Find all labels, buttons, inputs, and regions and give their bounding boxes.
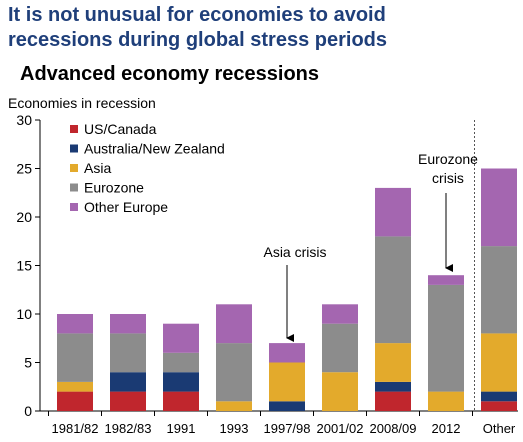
bar-segment: [216, 401, 252, 411]
bar-segment: [481, 391, 517, 402]
bar-segment: [163, 391, 199, 411]
legend-swatch: [70, 125, 78, 133]
y-tick-label: 30: [16, 112, 32, 128]
bar-segment: [428, 391, 464, 411]
bar-segment: [216, 343, 252, 402]
annotation-label: crisis: [432, 170, 464, 186]
x-tick-label: 2001/02: [317, 421, 364, 436]
y-tick-label: 0: [24, 403, 32, 419]
bar-segment: [481, 246, 517, 334]
y-tick-label: 15: [16, 258, 32, 274]
annotations: Asia crisis Eurozone crisis: [263, 151, 478, 342]
y-axis-label: Economies in recession: [8, 95, 156, 111]
legend-label: Asia: [84, 160, 111, 176]
legend-label: Australia/New Zealand: [84, 141, 225, 157]
bar-segment: [375, 187, 411, 237]
bar-segment: [269, 343, 305, 363]
legend: US/Canada Australia/New Zealand Asia Eurozo…: [70, 121, 225, 215]
bar-segment: [163, 323, 199, 353]
y-tick-label: 25: [16, 161, 32, 177]
bar-segment: [57, 381, 93, 392]
bar-segment: [269, 362, 305, 402]
bar-segment: [110, 314, 146, 334]
x-tick-label: 1982/83: [105, 421, 152, 436]
bar-segment: [57, 314, 93, 334]
x-tick-label: 2012: [432, 421, 461, 436]
bar-segment: [163, 352, 199, 373]
bar-segment: [57, 333, 93, 382]
x-tick-label: 1993: [220, 421, 249, 436]
legend-swatch: [70, 144, 78, 153]
annotation-label: Eurozone: [418, 151, 478, 167]
bar-segment: [322, 323, 358, 373]
bar-segment: [375, 343, 411, 382]
x-tick-label: 2008/09: [370, 421, 417, 436]
legend-label: Other Europe: [84, 199, 168, 215]
bar-segment: [322, 372, 358, 411]
headline-line-2: recessions during global stress periods: [8, 29, 388, 51]
headline: It is not unusual for economies to avoid…: [8, 3, 518, 53]
annotation-label: Asia crisis: [263, 244, 326, 260]
bar-segment: [110, 333, 146, 373]
y-tick-label: 10: [16, 306, 32, 322]
bar-segment: [163, 372, 199, 392]
chart-title: Advanced economy recessions: [20, 63, 320, 85]
bar-segment: [322, 304, 358, 324]
bar-segment: [428, 284, 464, 392]
bar-segment: [375, 236, 411, 344]
bar-segment: [269, 401, 305, 411]
legend-swatch: [70, 203, 78, 211]
bar-segment: [481, 168, 517, 247]
x-tick-label: 1981/82: [52, 421, 99, 436]
x-tick-label: Other: [483, 421, 516, 436]
y-tick-label: 20: [16, 209, 32, 225]
bar-segment: [481, 333, 517, 392]
bar-segment: [110, 372, 146, 392]
x-tick-label: 1991: [167, 421, 196, 436]
y-axis: 0 5 10 15 20 25 30: [16, 112, 41, 419]
bar-segment: [428, 275, 464, 285]
legend-label: US/Canada: [84, 121, 157, 137]
legend-swatch: [70, 183, 78, 192]
bar-segment: [57, 391, 93, 411]
bar-segment: [375, 391, 411, 411]
bar-segment: [216, 304, 252, 344]
legend-swatch: [70, 164, 78, 172]
bar-segment: [481, 401, 517, 411]
headline-line-1: It is not unusual for economies to avoid: [8, 4, 386, 26]
y-tick-label: 5: [24, 355, 32, 371]
bar-segment: [375, 381, 411, 392]
bars: [57, 168, 517, 411]
x-tick-label: 1997/98: [264, 421, 311, 436]
bar-segment: [110, 391, 146, 411]
legend-label: Eurozone: [84, 180, 144, 196]
